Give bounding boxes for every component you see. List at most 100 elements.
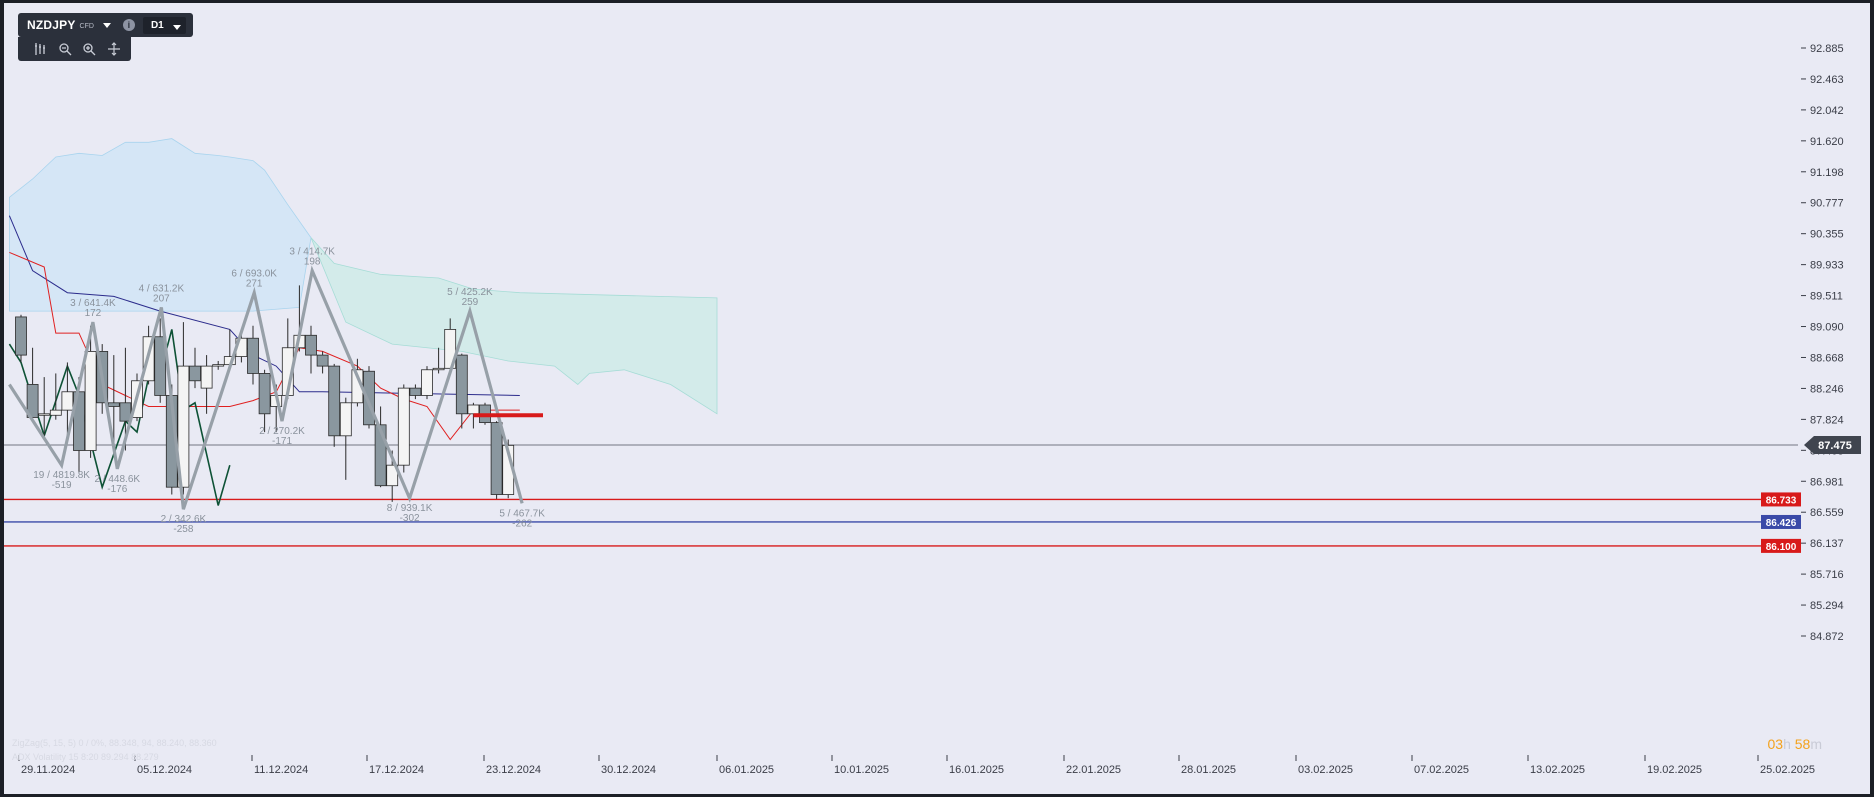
level-price-tag-bg	[1761, 492, 1801, 507]
candle-body	[107, 402, 120, 407]
zigzag-label-volume: 2 / 448.6K	[94, 474, 140, 485]
level-price-tag-bg	[1761, 538, 1801, 553]
x-tick-label: 16.01.2025	[949, 764, 1004, 776]
candle-body	[84, 351, 97, 451]
level-price-tag: 86.426	[1766, 518, 1797, 529]
timeframe-selector[interactable]: D1	[142, 16, 186, 34]
candle-body	[61, 391, 74, 411]
symbol-dropdown-icon[interactable]	[102, 22, 111, 28]
zoom-in-icon[interactable]	[82, 41, 98, 57]
y-tick-label: 86.137	[1810, 538, 1844, 550]
timeframe-dropdown-icon[interactable]	[172, 24, 181, 30]
symbol-selector[interactable]: NZDJPY	[27, 18, 76, 32]
x-tick-label: 23.12.2024	[486, 764, 541, 776]
candle-38	[455, 353, 468, 429]
candle-2	[38, 377, 51, 436]
candle-body	[374, 424, 387, 487]
faded-indicator-text: ZigZag(5, 15, 5) 0 / 0%, 88.348, 94, 88.…	[12, 738, 217, 748]
timeframe-label: D1	[150, 19, 164, 31]
y-tick-label: 92.463	[1810, 74, 1844, 86]
candle-body	[15, 316, 27, 356]
zigzag-label-volume: 19 / 4819.8K	[33, 470, 90, 481]
chart-frame: 3 / 641.4K 172 4 / 631.2K 207 6 / 693.0K 271 3…	[4, 3, 1870, 794]
y-tick-label: 86.559	[1810, 507, 1844, 519]
zigzag-label-points: 207	[153, 293, 170, 304]
level-price-tag: 86.733	[1766, 495, 1797, 506]
candle-body	[154, 336, 167, 396]
current-price-tag: 87.475	[1818, 440, 1852, 452]
candle-body	[432, 367, 445, 371]
candle-16	[200, 355, 213, 414]
candle-27	[328, 363, 341, 447]
y-tick-label: 90.355	[1810, 229, 1844, 241]
y-tick-label: 89.090	[1810, 322, 1844, 334]
candle-body	[467, 404, 480, 415]
x-tick-label: 07.02.2025	[1414, 764, 1469, 776]
candle-body	[397, 387, 410, 466]
candle-12	[154, 318, 167, 403]
current-price-tag-bg	[1804, 435, 1861, 454]
y-tick-label: 88.246	[1810, 383, 1844, 395]
candle-31	[374, 406, 387, 488]
x-tick-label: 25.02.2025	[1760, 764, 1815, 776]
candle-36	[432, 347, 445, 374]
crosshair-icon[interactable]	[106, 41, 122, 57]
zigzag-label-volume: 3 / 641.4K	[70, 298, 116, 309]
candle-body	[200, 365, 213, 389]
faded-indicator-text: ADX Volatility 15 8:20 89.294 88.279	[12, 752, 159, 762]
candle-41	[490, 421, 503, 499]
zigzag-label-volume: 2 / 270.2K	[259, 426, 305, 437]
candle-35	[421, 366, 433, 400]
candle-body	[339, 402, 352, 437]
candle-28	[339, 397, 352, 480]
x-tick-label: 29.11.2024	[21, 764, 75, 776]
timer-hours: 03	[1767, 736, 1784, 752]
candle-21	[258, 369, 271, 433]
candle-body	[316, 354, 329, 367]
x-tick-label: 06.01.2025	[719, 764, 774, 776]
tools-bar	[18, 37, 131, 61]
y-tick-label: 85.716	[1810, 569, 1844, 581]
x-tick-label: 19.02.2025	[1647, 764, 1702, 776]
candle-body	[455, 354, 468, 415]
candle-body	[38, 413, 51, 416]
x-tick-label: 03.02.2025	[1298, 764, 1353, 776]
bar-style-icon[interactable]	[32, 41, 48, 57]
zigzag-label-points: 172	[85, 308, 102, 319]
y-tick-label: 92.885	[1810, 43, 1844, 55]
candle-body	[328, 365, 341, 437]
y-tick-label: 89.511	[1810, 291, 1843, 303]
y-tick-label: 88.668	[1810, 352, 1844, 364]
y-tick-label: 84.872	[1810, 631, 1844, 643]
zigzag-label-points: -262	[512, 518, 532, 529]
zigzag-label-volume: 3 / 414.7K	[289, 247, 335, 258]
candle-17	[212, 360, 225, 370]
y-tick-label: 90.777	[1810, 198, 1844, 210]
kumo-cloud-bullish	[9, 138, 311, 312]
y-tick-label: 85.294	[1810, 600, 1844, 612]
instrument-type: CFD	[79, 23, 94, 30]
candle-body	[305, 334, 317, 356]
candle-body	[247, 337, 259, 374]
zoom-out-icon[interactable]	[57, 41, 73, 57]
zigzag-label-volume: 5 / 467.7K	[499, 508, 545, 519]
zigzag-line	[8, 265, 524, 510]
x-tick-label: 05.12.2024	[137, 764, 192, 776]
candle-34	[409, 384, 422, 400]
zigzag-label-volume: 6 / 693.0K	[231, 269, 277, 280]
x-tick-label: 28.01.2025	[1181, 764, 1236, 776]
kijun-line	[8, 215, 520, 396]
candle-4	[61, 362, 74, 436]
zigzag-label-points: -258	[173, 524, 193, 535]
info-icon[interactable]: i	[122, 19, 135, 31]
zigzag-label-points: -176	[107, 484, 127, 495]
level-price-tag-bg	[1761, 514, 1801, 529]
level-price-tag: 86.100	[1766, 542, 1797, 553]
zigzag-label-volume: 5 / 425.2K	[447, 287, 493, 298]
candle-3	[49, 373, 62, 420]
candle-25	[305, 325, 317, 374]
zigzag-label-volume: 2 / 342.6K	[161, 514, 207, 525]
zigzag-label-points: 198	[304, 257, 321, 268]
x-tick-label: 13.02.2025	[1530, 764, 1585, 776]
